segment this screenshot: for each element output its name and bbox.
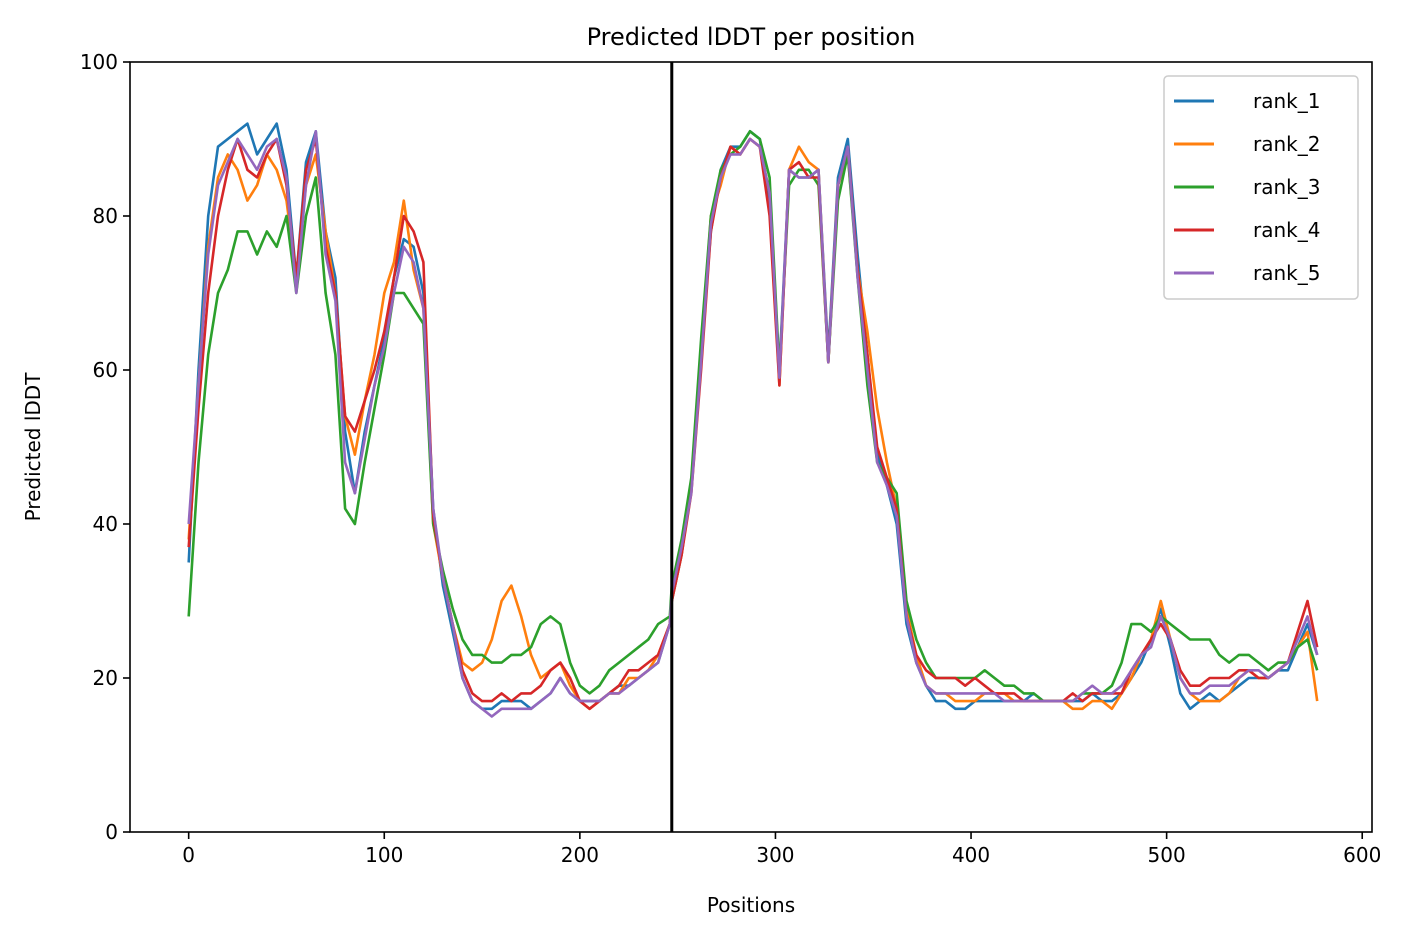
x-tick-label: 200	[561, 843, 599, 867]
legend-label: rank_1	[1253, 89, 1320, 113]
series-group	[187, 122, 1319, 718]
plot-frame	[129, 61, 1373, 833]
chart-title: Predicted lDDT per position	[587, 23, 916, 51]
y-tick-label: 40	[93, 512, 118, 536]
x-tick-label: 500	[1148, 843, 1186, 867]
x-tick-label: 0	[182, 843, 195, 867]
legend: rank_1 rank_2 rank_3 rank_4 rank_5	[1163, 75, 1359, 300]
legend-label: rank_4	[1253, 218, 1320, 242]
series-line-rank-5	[187, 130, 1319, 718]
plot-area	[187, 62, 1319, 832]
legend-label: rank_2	[1253, 132, 1320, 156]
y-axis-label: Predicted lDDT	[21, 372, 45, 522]
y-tick-label: 20	[93, 666, 118, 690]
x-tick-label: 100	[365, 843, 403, 867]
y-tick-label: 60	[93, 358, 118, 382]
y-tick-label: 80	[93, 204, 118, 228]
y-axis: 0 20 40 60 80 100	[80, 50, 130, 844]
legend-label: rank_3	[1253, 175, 1320, 199]
x-axis-label: Positions	[707, 893, 795, 917]
legend-label: rank_5	[1253, 261, 1320, 285]
y-tick-label: 100	[80, 50, 118, 74]
x-tick-label: 400	[952, 843, 990, 867]
y-tick-label: 0	[105, 820, 118, 844]
series-line-rank-3	[187, 130, 1319, 703]
x-tick-label: 600	[1343, 843, 1381, 867]
x-axis: 0 100 200 300 400 500 600	[182, 832, 1381, 867]
x-tick-label: 300	[756, 843, 794, 867]
legend-frame	[1163, 75, 1359, 300]
